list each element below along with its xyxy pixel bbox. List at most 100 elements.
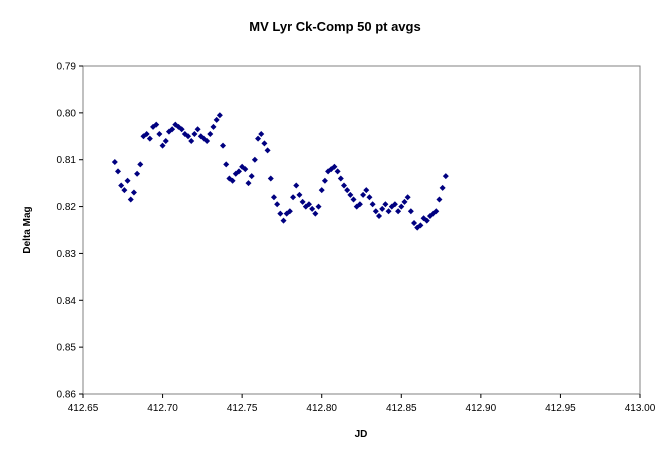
data-point xyxy=(248,173,255,180)
data-point xyxy=(372,208,379,215)
data-point xyxy=(286,208,293,215)
data-point xyxy=(169,126,176,133)
data-point xyxy=(213,116,220,123)
data-point xyxy=(350,196,357,203)
data-point xyxy=(411,219,418,226)
data-point xyxy=(216,112,223,119)
data-point xyxy=(404,194,411,201)
data-point xyxy=(398,203,405,210)
x-tick-label: 413.00 xyxy=(625,403,656,414)
data-point xyxy=(439,184,446,191)
data-point xyxy=(293,182,300,189)
x-tick-label: 412.90 xyxy=(466,403,497,414)
data-point xyxy=(290,194,297,201)
data-point xyxy=(191,130,198,137)
data-point xyxy=(220,142,227,149)
y-tick-label: 0.80 xyxy=(57,108,77,119)
data-point xyxy=(137,161,144,168)
y-tick-label: 0.82 xyxy=(57,202,77,213)
data-point xyxy=(210,123,217,130)
data-point xyxy=(207,130,214,137)
data-point xyxy=(178,126,185,133)
data-point xyxy=(379,205,386,212)
y-tick-label: 0.79 xyxy=(57,62,77,73)
data-point xyxy=(274,201,281,208)
data-point xyxy=(309,205,316,212)
y-tick-label: 0.85 xyxy=(57,343,77,354)
data-point xyxy=(162,137,169,144)
data-point xyxy=(334,168,341,175)
data-point xyxy=(347,191,354,198)
data-point xyxy=(366,194,373,201)
y-tick-label: 0.83 xyxy=(57,249,77,260)
x-tick-label: 412.65 xyxy=(68,403,99,414)
data-point xyxy=(242,166,249,173)
data-point xyxy=(111,159,118,166)
data-point xyxy=(356,201,363,208)
data-point xyxy=(194,126,201,133)
data-point xyxy=(143,130,150,137)
data-point xyxy=(340,182,347,189)
data-point xyxy=(185,133,192,140)
data-point xyxy=(401,198,408,205)
data-point xyxy=(299,198,306,205)
data-point xyxy=(229,177,236,184)
x-axis: 412.65 412.70 412.75 412.80 412.85 412.90 412.… xyxy=(68,394,656,414)
data-point xyxy=(223,161,230,168)
data-point xyxy=(344,187,351,194)
data-point xyxy=(277,210,284,217)
data-point xyxy=(245,180,252,187)
data-point xyxy=(146,135,153,142)
data-point xyxy=(433,208,440,215)
data-point xyxy=(255,135,262,142)
data-point xyxy=(159,142,166,149)
y-tick-label: 0.81 xyxy=(57,155,77,166)
series-points xyxy=(111,112,449,231)
data-point xyxy=(280,217,287,224)
data-point xyxy=(382,201,389,208)
data-point xyxy=(436,196,443,203)
y-tick-label: 0.86 xyxy=(57,390,77,401)
data-point xyxy=(127,196,134,203)
data-point xyxy=(391,201,398,208)
data-point xyxy=(312,210,319,217)
data-point xyxy=(360,191,367,198)
data-point xyxy=(175,123,182,130)
data-point xyxy=(121,187,128,194)
data-point xyxy=(369,201,376,208)
data-point xyxy=(395,208,402,215)
data-point xyxy=(156,130,163,137)
data-point xyxy=(124,177,131,184)
data-point xyxy=(318,187,325,194)
data-point xyxy=(270,194,277,201)
data-point xyxy=(130,189,137,196)
x-axis-title: JD xyxy=(355,429,368,440)
data-point xyxy=(331,163,338,170)
data-point xyxy=(363,187,370,194)
data-point xyxy=(204,137,211,144)
data-point xyxy=(423,217,430,224)
data-point xyxy=(321,177,328,184)
x-tick-label: 412.85 xyxy=(386,403,417,414)
data-point xyxy=(296,191,303,198)
data-point xyxy=(267,175,274,182)
data-point xyxy=(264,147,271,154)
data-point xyxy=(235,168,242,175)
data-point xyxy=(385,208,392,215)
data-point xyxy=(442,173,449,180)
data-point xyxy=(115,168,122,175)
data-point xyxy=(258,130,265,137)
x-tick-label: 412.95 xyxy=(545,403,576,414)
y-tick-label: 0.84 xyxy=(57,296,77,307)
data-point xyxy=(407,208,414,215)
data-point xyxy=(251,156,258,163)
data-point xyxy=(118,182,125,189)
chart-title: MV Lyr Ck-Comp 50 pt avgs xyxy=(249,19,420,34)
plot-area xyxy=(82,65,641,395)
x-tick-label: 412.70 xyxy=(147,403,178,414)
y-axis-title: Delta Mag xyxy=(22,206,33,253)
data-point xyxy=(188,137,195,144)
data-point xyxy=(337,175,344,182)
data-point xyxy=(417,222,424,229)
